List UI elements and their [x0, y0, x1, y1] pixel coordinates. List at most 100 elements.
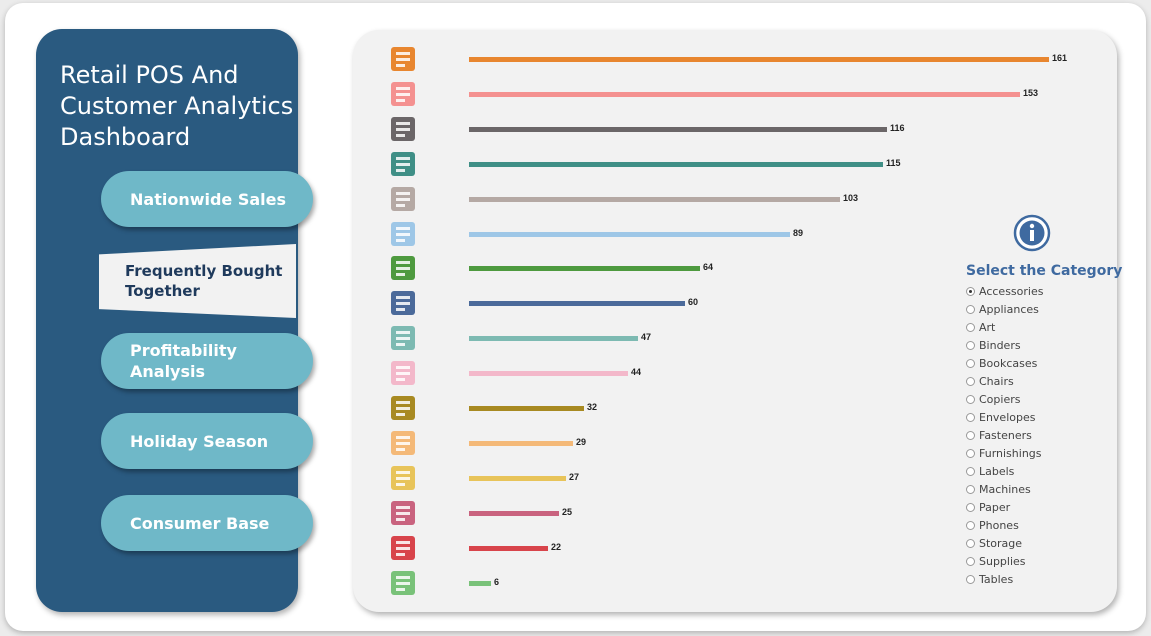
category-option-label: Storage: [979, 536, 1023, 550]
bar-value-label: 115: [886, 157, 901, 168]
bar-row: 47: [383, 321, 1083, 355]
bar[interactable]: [469, 196, 840, 202]
chairs-icon: [391, 256, 415, 281]
category-option[interactable]: Envelopes: [966, 408, 1035, 426]
bar[interactable]: [469, 336, 638, 342]
paper-icon: [391, 81, 415, 106]
bar[interactable]: [469, 301, 685, 307]
bar-value-label: 29: [576, 436, 587, 447]
category-option-label: Bookcases: [979, 356, 1038, 370]
bar[interactable]: [469, 161, 883, 167]
bar[interactable]: [469, 580, 491, 586]
bar-value-label: 27: [569, 471, 580, 482]
accessories-icon: [391, 151, 415, 176]
radio-button[interactable]: [966, 520, 975, 530]
radio-button[interactable]: [966, 466, 975, 476]
radio-button[interactable]: [966, 556, 975, 566]
nav-holiday-season-button[interactable]: Holiday Season: [101, 413, 313, 469]
radio-button[interactable]: [966, 286, 975, 296]
nav-consumer-base-button[interactable]: Consumer Base: [101, 495, 313, 551]
labels-icon: [391, 326, 415, 351]
bar-row: 60: [383, 286, 1083, 320]
binders-icon: [391, 47, 415, 71]
nav-active-label: Frequently Bought Together: [125, 262, 283, 300]
bar-row: 25: [383, 496, 1083, 530]
info-icon[interactable]: [1012, 213, 1052, 253]
bar-row: 22: [383, 531, 1083, 565]
bar[interactable]: [469, 440, 573, 446]
category-option[interactable]: Paper: [966, 498, 1010, 516]
category-option[interactable]: Accessories: [966, 282, 1043, 300]
copiers-icon: [391, 570, 415, 595]
radio-button[interactable]: [966, 358, 975, 368]
radio-button[interactable]: [966, 502, 975, 512]
bar-value-label: 22: [551, 541, 562, 552]
bar[interactable]: [469, 475, 566, 481]
bar[interactable]: [469, 371, 628, 377]
radio-button[interactable]: [966, 322, 975, 332]
bar-row: 6: [383, 566, 1083, 600]
category-option-label: Copiers: [979, 392, 1021, 406]
bar[interactable]: [469, 91, 1020, 97]
bar[interactable]: [469, 126, 887, 132]
bar-value-label: 44: [631, 367, 642, 378]
bar-row: 27: [383, 461, 1083, 495]
category-option[interactable]: Tables: [966, 570, 1013, 588]
category-option[interactable]: Supplies: [966, 552, 1026, 570]
bar[interactable]: [469, 545, 548, 551]
bar-row: 29: [383, 426, 1083, 460]
radio-button[interactable]: [966, 394, 975, 404]
category-option[interactable]: Storage: [966, 534, 1022, 552]
appliances-icon: [391, 291, 415, 316]
bar-row: 44: [383, 356, 1083, 390]
radio-button[interactable]: [966, 304, 975, 314]
radio-button[interactable]: [966, 484, 975, 494]
category-option-label: Paper: [979, 500, 1011, 514]
radio-button[interactable]: [966, 574, 975, 584]
category-option-label: Appliances: [979, 302, 1039, 316]
category-option[interactable]: Labels: [966, 462, 1014, 480]
category-option[interactable]: Phones: [966, 516, 1019, 534]
bar[interactable]: [469, 406, 584, 411]
bar[interactable]: [469, 231, 790, 237]
category-option-label: Envelopes: [979, 410, 1036, 424]
category-option-label: Tables: [979, 572, 1014, 586]
nav-frequently-bought-together-button[interactable]: Frequently Bought Together: [99, 244, 296, 318]
bar[interactable]: [469, 266, 700, 272]
category-option[interactable]: Chairs: [966, 372, 1014, 390]
category-option[interactable]: Binders: [966, 336, 1021, 354]
category-filter-title: Select the Category: [966, 263, 1123, 279]
radio-button[interactable]: [966, 430, 975, 440]
bar-value-label: 32: [587, 402, 598, 412]
category-option-label: Fasteners: [979, 428, 1032, 442]
machines-icon: [391, 500, 415, 525]
bar-row: 116: [383, 112, 1083, 146]
bar[interactable]: [469, 510, 559, 516]
category-option[interactable]: Fasteners: [966, 426, 1032, 444]
radio-button[interactable]: [966, 448, 975, 458]
bar[interactable]: [469, 57, 1049, 62]
bar-row: 103: [383, 182, 1083, 216]
category-option[interactable]: Art: [966, 318, 995, 336]
nav-profitability-analysis-button[interactable]: Profitability Analysis: [101, 333, 313, 389]
bar-row: 161: [383, 42, 1083, 76]
radio-button[interactable]: [966, 376, 975, 386]
nav-nationwide-sales-button[interactable]: Nationwide Sales: [101, 171, 313, 227]
radio-button[interactable]: [966, 412, 975, 422]
radio-button[interactable]: [966, 340, 975, 350]
bar-value-label: 60: [688, 297, 699, 308]
category-option-label: Accessories: [979, 284, 1044, 298]
category-option-label: Supplies: [979, 554, 1026, 568]
category-option[interactable]: Copiers: [966, 390, 1020, 408]
bar-value-label: 89: [793, 227, 804, 238]
category-option[interactable]: Bookcases: [966, 354, 1037, 372]
category-option[interactable]: Machines: [966, 480, 1031, 498]
radio-button[interactable]: [966, 538, 975, 548]
supplies-icon: [391, 535, 415, 560]
category-option-label: Binders: [979, 338, 1021, 352]
category-option[interactable]: Appliances: [966, 300, 1039, 318]
category-option[interactable]: Furnishings: [966, 444, 1042, 462]
bar-row: 153: [383, 77, 1083, 111]
bar-row: 89: [383, 217, 1083, 251]
tables-icon: [391, 361, 415, 386]
